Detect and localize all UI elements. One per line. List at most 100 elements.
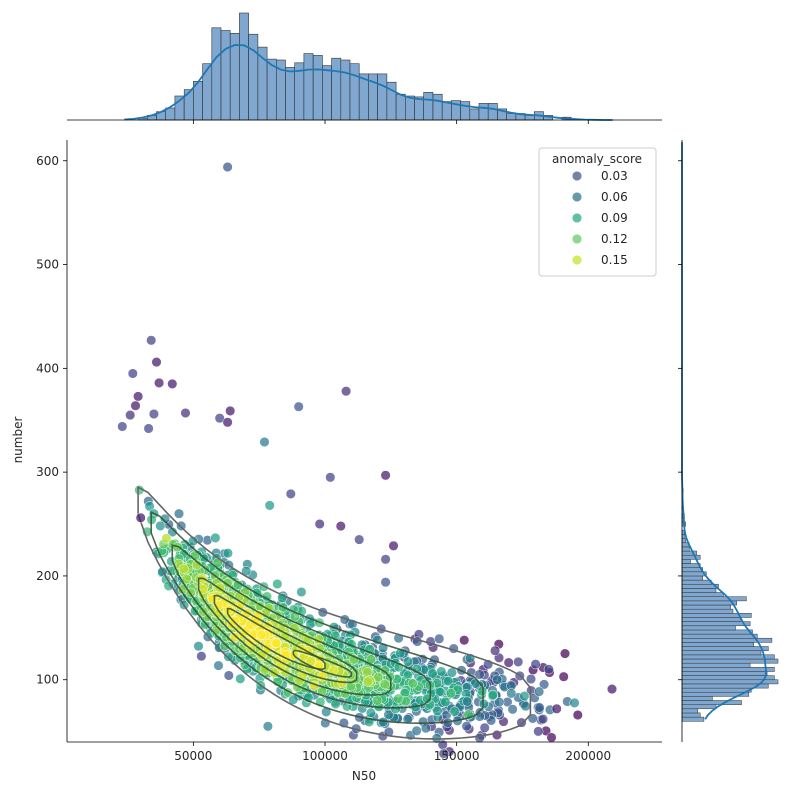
y-histogram-bar (681, 608, 734, 614)
scatter-point (432, 705, 443, 716)
legend-label: 0.06 (601, 190, 628, 204)
x-histogram-bar (469, 108, 480, 121)
x-histogram-bar (349, 63, 360, 121)
scatter-point (379, 665, 391, 676)
outlier-point (148, 408, 159, 420)
x-histogram-bar (322, 65, 332, 121)
y-histogram-bar (681, 625, 736, 631)
y-histogram-bar (681, 654, 775, 660)
y-histogram-bar (681, 642, 754, 647)
x-histogram-bar (239, 12, 249, 121)
scatter-point (440, 696, 451, 707)
scatter-point (155, 520, 166, 531)
scatter-point (178, 563, 189, 574)
x-histogram-bar (414, 96, 424, 121)
x-histogram-bar (478, 103, 489, 121)
outlier-point (130, 400, 141, 411)
kde-contour (150, 510, 484, 724)
scatter-point (537, 714, 549, 725)
x-histogram-bar (211, 27, 222, 121)
scatter-point (533, 726, 544, 737)
scatter-point (362, 676, 373, 687)
y-axis-label: number (11, 417, 25, 464)
x-histogram-bar (220, 30, 231, 121)
y-histogram-bar (681, 650, 762, 656)
scatter-point (223, 651, 234, 662)
legend-marker (571, 170, 583, 182)
outlier-point (606, 684, 618, 695)
scatter-point (365, 707, 376, 718)
scatter-point (494, 697, 505, 708)
outlier-point (222, 417, 233, 428)
y-histogram-bar (681, 687, 752, 693)
scatter-point (219, 640, 230, 651)
legend-marker (571, 233, 583, 245)
scatter-point (436, 666, 447, 677)
x-histogram-bar (460, 101, 471, 121)
x-histogram-bar (524, 115, 535, 121)
scatter-point (520, 701, 531, 712)
scatter-point (235, 673, 246, 684)
outlier-point (264, 500, 275, 511)
main-scatter-plot (117, 161, 618, 759)
y-histogram-bar (681, 671, 768, 676)
x-histogram-bar (331, 57, 342, 121)
y-histogram-bar (681, 700, 742, 705)
scatter-point (256, 630, 267, 641)
legend-label: 0.12 (601, 232, 628, 246)
x-histogram-bar (404, 95, 415, 121)
scatter-point (393, 693, 404, 704)
y-histogram-bar (681, 604, 731, 610)
kde-contours (137, 485, 532, 740)
y-tick-label: 300 (36, 465, 59, 479)
y-histogram-bar (681, 567, 703, 573)
outlier-point (143, 423, 154, 434)
outlier-point (572, 709, 583, 721)
outlier-point (133, 391, 144, 402)
legend: anomaly_score 0.03 0.06 0.09 0.12 0.15 (538, 147, 657, 277)
y-histogram-bar (681, 588, 717, 593)
outlier-point (551, 703, 562, 714)
outlier-point (117, 421, 128, 432)
outlier-point (127, 368, 138, 379)
x-histogram-bar (358, 73, 369, 121)
axes: 50000 100000 150000 200000 100 200 300 400 500 60… (36, 120, 682, 763)
scatter-point (161, 533, 172, 544)
scatter-point (474, 732, 485, 744)
scatter-point (519, 691, 530, 702)
y-histogram-bar (681, 712, 701, 718)
y-histogram-bar (681, 696, 713, 701)
outlier-point (225, 405, 236, 416)
scatter-point (503, 657, 514, 668)
scatter-point (487, 689, 498, 700)
x-histogram-bar (377, 73, 388, 121)
legend-box (538, 147, 657, 277)
x-tick-label: 150000 (434, 749, 480, 763)
legend-label: 0.09 (601, 211, 628, 225)
scatter-point (427, 668, 438, 679)
scatter-point (222, 548, 233, 559)
scatter-point (539, 679, 550, 690)
legend-marker (571, 191, 583, 203)
x-histogram-bar (285, 67, 295, 121)
y-tick-label: 200 (36, 569, 59, 583)
scatter-point (558, 671, 569, 682)
scatter-point (513, 656, 524, 667)
scatter-point (459, 635, 470, 646)
scatter-point (288, 694, 299, 705)
right-marginal-histogram (681, 140, 779, 742)
outlier-point (543, 664, 554, 675)
kde-contour (226, 607, 326, 671)
scatter-point (159, 513, 171, 524)
scatter-point (196, 651, 207, 662)
legend-title: anomaly_score (552, 152, 642, 166)
scatter-point (445, 688, 456, 699)
scatter-point (446, 667, 457, 678)
scatter-point (271, 638, 282, 649)
scatter-point (402, 714, 413, 725)
outlier-point (151, 357, 162, 368)
y-histogram-bar (681, 658, 779, 664)
scatter-point (438, 748, 449, 759)
x-histogram-bar (312, 55, 323, 121)
